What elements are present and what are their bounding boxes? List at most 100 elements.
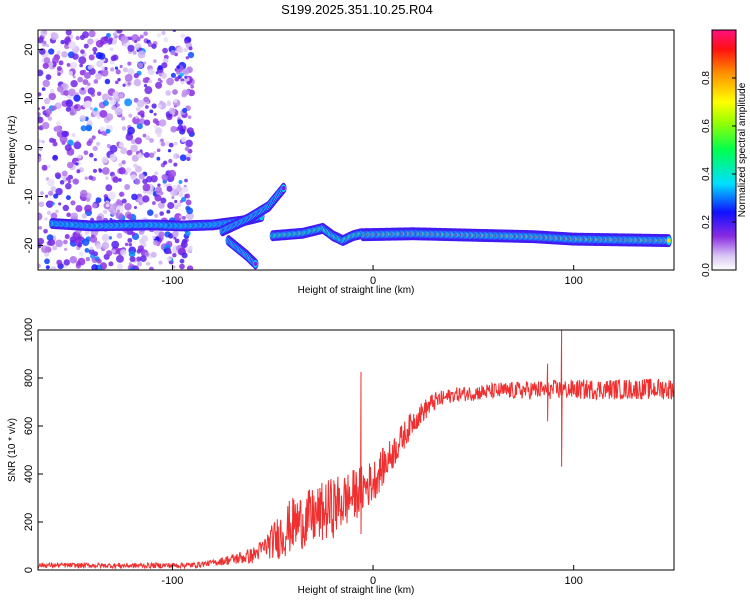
heatmap-cell [66,212,71,218]
heatmap-cell [180,240,188,248]
heatmap-cell [124,184,131,191]
heatmap-cell [171,195,175,200]
heatmap-cell [61,130,68,138]
heatmap-cell [115,80,119,85]
heatmap-cell [187,51,195,59]
heatmap-cell [172,89,178,95]
heatmap-cell [66,161,74,169]
heatmap-cell [138,47,142,52]
heatmap-cell [176,65,181,69]
heatmap-cell [42,79,50,88]
heatmap-cell [96,60,103,68]
heatmap-cell [109,98,117,106]
spectrogram-marks [38,30,672,270]
heatmap-cell [108,261,114,267]
heatmap-cell [159,79,163,83]
heatmap-cell [71,133,76,137]
heatmap-cell [126,213,133,220]
colorbar-tick-label: 0.2 [701,215,712,229]
heatmap-cell [188,46,193,51]
heatmap-cell [41,245,49,254]
heatmap-cell [118,142,125,148]
heatmap-cell [85,256,91,262]
heatmap-cell [176,202,182,207]
colorbar-axes: 0.0 0.2 0.4 0.6 0.8 [701,71,736,277]
heatmap-cell [148,79,153,84]
heatmap-cell [119,64,123,69]
heatmap-cell [70,200,76,206]
heatmap-cell [41,164,48,171]
heatmap-cell [137,50,146,59]
heatmap-cell [46,178,55,187]
heatmap-cell [53,193,59,199]
heatmap-cell [110,55,117,62]
heatmap-cell [131,193,138,201]
heatmap-cell [134,137,142,145]
heatmap-cell [52,154,59,161]
heatmap-cell [165,90,172,96]
heatmap-cell [86,197,91,202]
heatmap-cell [160,197,167,204]
colorbar-tick-label: 0.4 [701,167,712,181]
heatmap-cell [102,167,110,175]
heatmap-cell [69,236,77,243]
snr-frame [37,329,675,571]
y-tick-label: 200 [23,513,35,531]
heatmap-cell [138,201,143,206]
heatmap-cell [178,192,184,198]
heatmap-cell [52,141,58,147]
heatmap-cell [124,242,129,247]
heatmap-cell [151,201,156,205]
heatmap-cell [190,84,195,89]
heatmap-cell [137,111,141,116]
heatmap-cell [82,79,89,85]
heatmap-cell [137,152,144,159]
heatmap-cell [49,200,54,205]
heatmap-cell [124,73,133,82]
heatmap-cell [142,178,148,185]
heatmap-cell [184,178,188,183]
heatmap-cell [69,62,78,70]
heatmap-cell [142,183,151,192]
heatmap-cell [64,144,72,152]
colorbar-tick-label: 0.8 [701,71,712,85]
heatmap-cell [185,89,191,95]
heatmap-cell [108,37,113,42]
heatmap-cell [139,34,144,39]
heatmap-cell [162,182,167,187]
x-tick-label: -100 [161,275,183,287]
heatmap-cell [177,119,184,125]
heatmap-cell [179,263,185,270]
heatmap-cell [44,194,49,198]
heatmap-cell [153,112,157,116]
heatmap-cell [89,246,94,251]
heatmap-cell [42,62,49,69]
heatmap-cell [125,133,134,141]
heatmap-cell [166,101,172,107]
heatmap-cell [142,195,150,203]
heatmap-cell [59,180,65,185]
heatmap-cell [84,248,90,253]
snr-y-label: SNR (10 * v/v) [7,418,18,482]
heatmap-cell [92,46,98,53]
heatmap-cell [86,140,92,146]
heatmap-cell [76,169,81,174]
heatmap-cell [135,106,141,112]
heatmap-cell [65,30,72,36]
heatmap-cell [143,119,151,126]
heatmap-cell [136,99,145,108]
heatmap-cell [178,180,183,184]
snr-series-line [38,330,674,570]
heatmap-cell [111,249,116,254]
x-tick-label: 100 [565,575,583,587]
heatmap-cell [114,66,119,70]
heatmap-cell [129,267,135,270]
heatmap-cell [116,199,121,203]
heatmap-cell [159,211,164,216]
heatmap-cell [65,177,70,181]
heatmap-cell [176,46,184,54]
heatmap-cell [140,113,145,118]
heatmap-cell [177,124,184,131]
heatmap-cell [182,68,190,76]
heatmap-cell [88,30,96,38]
